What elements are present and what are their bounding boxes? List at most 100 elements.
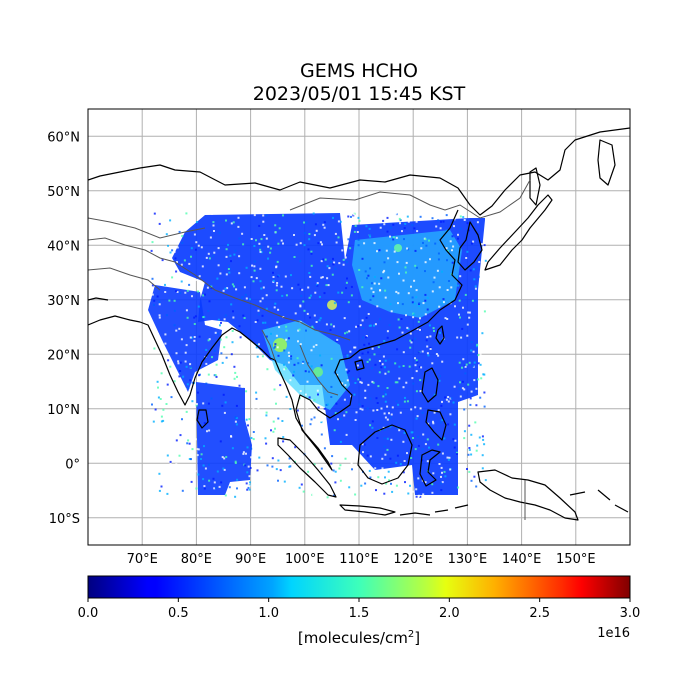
swath-pixel (266, 326, 269, 329)
swath-pixel (245, 266, 248, 269)
swath-pixel (191, 475, 194, 478)
swath-pixel (340, 216, 343, 219)
swath-pixel (164, 333, 167, 336)
swath-pixel (390, 482, 392, 485)
swath-pixel (402, 386, 405, 389)
swath-pixel (422, 302, 425, 305)
swath-pixel (247, 392, 249, 395)
swath-pixel (211, 356, 213, 359)
swath-pixel (284, 367, 287, 370)
swath-pixel (216, 332, 219, 335)
swath-pixel (470, 390, 473, 393)
swath-pixel (456, 275, 459, 278)
swath-pixel (396, 261, 399, 264)
swath-pixel (231, 341, 234, 344)
swath-pixel (269, 492, 272, 495)
swath-pixel (195, 403, 198, 405)
swath-pixel (234, 417, 237, 420)
coastline-lesser-sunda (399, 504, 469, 516)
swath-pixel (447, 496, 450, 499)
swath-pixel (446, 318, 449, 320)
swath-pixel (315, 344, 318, 346)
swath-pixel (464, 372, 467, 375)
swath-pixel (409, 346, 412, 349)
swath-pixel (461, 327, 464, 330)
swath-pixel (246, 446, 249, 449)
swath-pixel (394, 362, 397, 365)
border-russia-china (444, 179, 531, 219)
swath-pixel (341, 249, 344, 252)
swath-pixel (461, 481, 464, 484)
swath-pixel (481, 467, 484, 470)
swath-pixel (190, 247, 193, 250)
swath-pixel (456, 452, 458, 455)
swath-pixel (404, 396, 406, 399)
swath-pixel (178, 478, 181, 481)
swath-pixel (198, 335, 201, 338)
swath-pixel (175, 475, 178, 478)
swath-pixel (369, 424, 372, 427)
swath-pixel (261, 297, 264, 300)
swath-pixel (398, 429, 401, 432)
swath-pixel (197, 290, 200, 293)
swath-pixel (150, 215, 153, 218)
swath-pixel (298, 328, 301, 331)
swath-pixel (395, 212, 398, 215)
swath-pixel (169, 365, 172, 368)
swath-pixel (344, 332, 346, 335)
swath-pixel (203, 293, 206, 296)
swath-pixel (414, 264, 417, 267)
swath-pixel (475, 404, 478, 407)
swath-pixel (359, 407, 362, 410)
swath-pixel (276, 275, 279, 278)
swath-pixel (296, 489, 299, 492)
swath-pixel (335, 241, 338, 244)
swath-pixel (330, 323, 333, 326)
swath-pixel (399, 463, 402, 466)
swath-pixel (269, 465, 272, 468)
swath-pixel (319, 241, 322, 244)
swath-pixel (187, 386, 190, 389)
swath-pixel (272, 430, 275, 433)
swath-pixel (267, 454, 270, 457)
swath-pixel (169, 251, 172, 254)
swath-pixel (438, 305, 441, 308)
swath-pixel (476, 343, 479, 346)
swath-pixel (383, 492, 386, 495)
swath-pixel (265, 403, 268, 406)
swath-pixel (266, 464, 269, 467)
swath-pixel (457, 284, 460, 287)
swath-pixel (432, 472, 435, 475)
swath-pixel (299, 260, 302, 263)
swath-west (148, 285, 222, 392)
swath-pixel (447, 400, 450, 403)
swath-pixel (466, 468, 468, 470)
swath-pixel (164, 239, 167, 242)
swath-pixel (283, 349, 286, 352)
swath-pixel (225, 255, 228, 258)
swath-pixel (282, 214, 284, 217)
swath-pixel (385, 482, 388, 485)
swath-pixel (347, 301, 350, 304)
swath-pixel (283, 363, 285, 366)
swath-pixel (256, 355, 259, 358)
swath-pixel (465, 257, 468, 259)
swath-pixel (256, 469, 259, 472)
swath-pixel (178, 230, 181, 233)
swath-pixel (403, 431, 406, 434)
swath-pixel (452, 401, 455, 404)
swath-pixel (210, 287, 213, 289)
lat-tick-label: 0° (65, 457, 80, 472)
swath-pixel (348, 486, 351, 489)
swath-pixel (200, 458, 202, 460)
swath-pixel (459, 275, 462, 278)
swath-pixel (441, 400, 443, 403)
swath-pixel (190, 480, 193, 483)
border-thai-laos (299, 344, 339, 396)
swath-pixel (422, 496, 425, 498)
swath-pixel (481, 454, 484, 457)
swath-pixel (357, 325, 360, 328)
swath-pixel (241, 296, 244, 299)
swath-pixel (362, 336, 364, 339)
swath-pixel (364, 494, 367, 497)
